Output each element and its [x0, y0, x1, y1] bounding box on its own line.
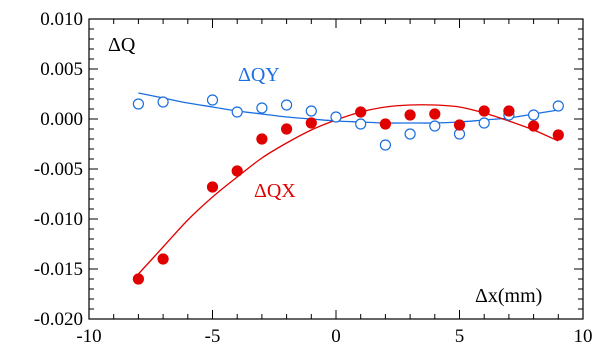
fit-lines — [137, 92, 559, 275]
point-dqx — [132, 273, 144, 285]
x-tick-label: 10 — [574, 326, 593, 347]
y-tick-label: 0.000 — [40, 109, 83, 130]
point-dqx — [429, 108, 441, 120]
point-dqx — [478, 105, 490, 117]
point-dqx — [355, 106, 367, 118]
point-dqx — [527, 120, 540, 132]
point-dqy — [429, 120, 441, 132]
point-dqy — [206, 94, 219, 106]
x-tick-label: -5 — [205, 326, 221, 347]
point-dqy — [404, 128, 416, 140]
point-dqy — [552, 100, 564, 112]
y-tick-label: 0.010 — [40, 9, 83, 30]
ticks-layer — [88, 18, 584, 320]
point-dqy — [256, 102, 268, 114]
y-tick-label: -0.005 — [34, 159, 83, 180]
point-dqy — [132, 98, 144, 110]
point-dqx — [281, 123, 293, 135]
y-tick-label: -0.010 — [34, 209, 83, 230]
point-dqx — [157, 253, 169, 265]
x-axis-title: Δx(mm) — [475, 285, 542, 307]
y-tick-label: 0.005 — [40, 59, 83, 80]
x-tick-label: 0 — [331, 326, 341, 347]
point-dqx — [552, 129, 564, 141]
x-tick-label: -10 — [76, 326, 101, 347]
data-points — [132, 94, 564, 285]
tick-labels: -10 -5 0 5 10 0.010 0.005 0.000 -0.005 -0.010 -0.0… — [34, 9, 593, 347]
point-dqx — [503, 105, 515, 117]
y-tick-label: -0.020 — [34, 309, 83, 330]
point-dqy — [305, 105, 317, 117]
series-label-dqy: ΔQY — [238, 64, 280, 86]
point-dqy — [231, 106, 243, 118]
point-dqx — [453, 119, 466, 131]
point-dqx — [305, 117, 317, 129]
y-tick-label: -0.015 — [34, 259, 83, 280]
point-dqy — [379, 139, 391, 151]
series-label-dqx: ΔQX — [254, 180, 296, 202]
point-dqy — [527, 109, 540, 121]
fit-line-dqy — [138, 92, 559, 124]
fit-line-dqx — [137, 104, 559, 275]
plot-frame — [88, 18, 584, 320]
point-dqy — [478, 117, 490, 129]
point-dqx — [256, 133, 268, 145]
point-dqy — [281, 99, 293, 111]
point-dqy — [157, 96, 169, 108]
point-dqy — [355, 118, 367, 130]
point-dqx — [404, 109, 416, 121]
point-dqy — [330, 111, 342, 123]
point-dqx — [379, 118, 391, 130]
y-axis-title: ΔQ — [108, 34, 136, 56]
x-tick-label: 5 — [455, 326, 465, 347]
point-dqx — [231, 165, 243, 177]
point-dqx — [206, 181, 219, 193]
